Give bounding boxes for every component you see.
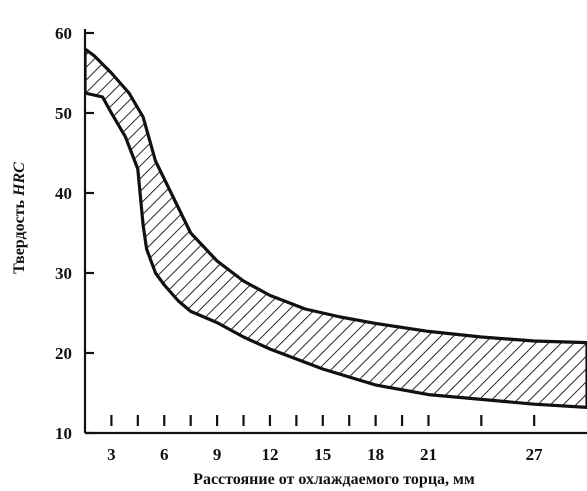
hardness-band-area xyxy=(85,47,587,409)
y-tick-label: 40 xyxy=(55,184,72,203)
y-tick-label: 50 xyxy=(55,104,72,123)
x-axis-title: Расстояние от охлаждаемого торца, мм xyxy=(193,471,475,488)
x-tick-label: 9 xyxy=(213,445,222,464)
y-tick-label: 20 xyxy=(55,344,72,363)
x-tick-label: 27 xyxy=(526,445,544,464)
x-tick-label: 18 xyxy=(367,445,384,464)
y-axis-ticks: 10 20 30 40 50 60 xyxy=(55,24,94,443)
x-tick-label: 12 xyxy=(261,445,278,464)
x-tick-label: 6 xyxy=(160,445,169,464)
x-tick-label: 15 xyxy=(314,445,331,464)
hardness-band xyxy=(85,47,587,409)
y-tick-label: 30 xyxy=(55,264,72,283)
y-axis-title: Твердость HRC xyxy=(11,162,28,274)
x-tick-label: 21 xyxy=(420,445,437,464)
y-axis-title-prefix: Твердость xyxy=(11,196,28,274)
y-tick-label: 60 xyxy=(55,24,72,43)
y-axis-title-unit: HRC xyxy=(11,162,28,197)
x-axis-ticks: 3 6 9 12 15 18 21 27 xyxy=(107,415,543,464)
y-tick-label: 10 xyxy=(55,424,72,443)
x-tick-label: 3 xyxy=(107,445,116,464)
